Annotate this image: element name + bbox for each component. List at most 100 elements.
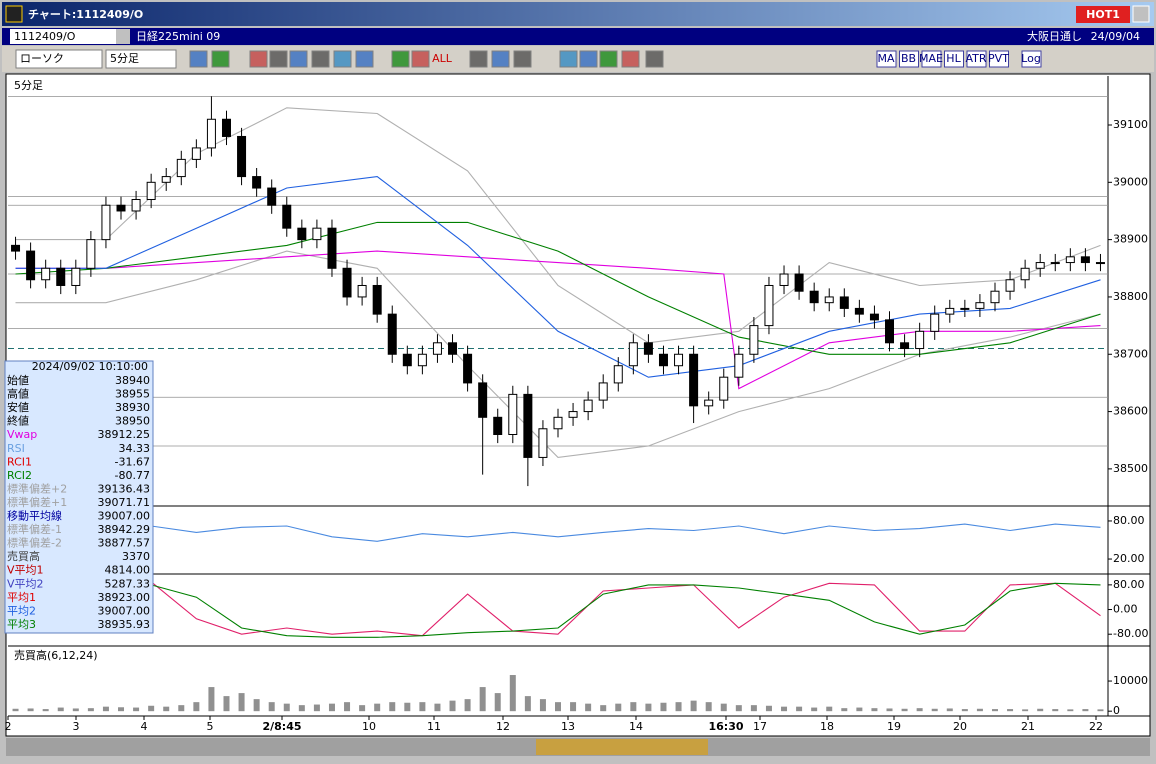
tool-icon[interactable]: [469, 50, 488, 68]
tool-icon[interactable]: [559, 50, 578, 68]
volume-bar: [72, 708, 79, 712]
info-value: 39007.00: [98, 604, 151, 617]
title-bar: [2, 2, 1154, 26]
candle-body: [523, 393, 533, 458]
candle-body: [357, 284, 367, 298]
info-label: 平均2: [7, 604, 36, 617]
x-tick-label: 12: [496, 720, 510, 733]
tool-icon[interactable]: [599, 50, 618, 68]
candle-body: [417, 353, 427, 367]
info-value: 38930: [115, 401, 150, 414]
candle-body: [26, 250, 36, 281]
tool-button[interactable]: [899, 50, 919, 68]
tool-button[interactable]: [944, 50, 964, 68]
x-tick-label: 3: [73, 720, 80, 733]
app-icon: [5, 5, 23, 23]
info-label: 移動平均線: [7, 509, 62, 523]
volume-bar: [690, 700, 697, 712]
tool-icon[interactable]: [211, 50, 230, 68]
tool-button[interactable]: [989, 50, 1009, 68]
volume-bar: [600, 705, 607, 712]
info-datetime: 2024/09/02 10:10:00: [32, 360, 148, 373]
candle-body: [131, 199, 141, 212]
candle-body: [975, 302, 985, 309]
candle-body: [56, 267, 66, 286]
tool-label: PVT: [988, 52, 1009, 65]
volume-bar: [886, 708, 893, 712]
info-value: 39007.00: [98, 510, 151, 523]
date: 24/09/04: [1091, 30, 1140, 43]
y-tick-label: 38900: [1113, 233, 1148, 246]
info-label: 高値: [7, 387, 29, 401]
info-value: -80.77: [115, 469, 150, 482]
candle-body: [191, 147, 201, 160]
volume-bar: [976, 708, 983, 712]
info-label: 売買高: [7, 549, 40, 563]
x-tick-label: 10: [362, 720, 376, 733]
volume-bar: [57, 707, 64, 712]
volume-bar: [796, 706, 803, 712]
volume-bar: [102, 706, 109, 712]
tool-icon[interactable]: [249, 50, 268, 68]
volume-bar: [585, 703, 592, 712]
info-value: 3370: [122, 550, 150, 563]
volume-bar: [901, 708, 908, 712]
tool-icon[interactable]: [269, 50, 288, 68]
candle-body: [900, 342, 910, 350]
info-label: RCI2: [7, 469, 32, 482]
hot-badge[interactable]: [1076, 6, 1130, 23]
symbol-select[interactable]: [10, 29, 130, 44]
volume-bar: [811, 707, 818, 712]
candle-body: [342, 267, 352, 298]
info-label: RSI: [7, 442, 25, 455]
dropdown-button[interactable]: [116, 29, 130, 44]
tool-label: ATR: [965, 52, 986, 65]
close-button[interactable]: [1132, 5, 1150, 23]
volume-bar: [133, 707, 140, 712]
candle-body: [839, 296, 849, 309]
tool-icon[interactable]: [491, 50, 510, 68]
tool-button[interactable]: [966, 50, 987, 68]
scroll-thumb[interactable]: [536, 739, 708, 755]
info-label: 標準偏差+2: [7, 481, 67, 495]
tool-icon[interactable]: [645, 50, 664, 68]
candle-body: [764, 284, 774, 327]
info-value: 5287.33: [105, 577, 151, 590]
tool-icon[interactable]: [189, 50, 208, 68]
y-tick-label: -80.00: [1113, 627, 1148, 640]
tool-icon[interactable]: [621, 50, 640, 68]
tool-icon[interactable]: [355, 50, 374, 68]
volume-bar: [1067, 709, 1074, 712]
chart-label: 5分足: [14, 79, 43, 92]
candle-body: [327, 227, 337, 269]
tool-button[interactable]: [1021, 50, 1042, 68]
tool-icon[interactable]: [333, 50, 352, 68]
tool-icon[interactable]: [411, 50, 430, 68]
tool-icon[interactable]: [513, 50, 532, 68]
y-tick-label: 0.00: [1113, 603, 1138, 616]
tool-label: ALL: [432, 52, 453, 65]
candle-body: [1050, 262, 1060, 265]
candle-body: [206, 118, 216, 149]
volume-bar: [826, 706, 833, 712]
tool-button[interactable]: [876, 50, 897, 68]
tool-icon[interactable]: [289, 50, 308, 68]
chart-type-select[interactable]: [15, 49, 103, 69]
chart-type: ローソク: [20, 52, 64, 65]
hot-label[interactable]: HOT1: [1086, 8, 1120, 21]
interval-select[interactable]: [105, 49, 177, 69]
x-tick-label: 22: [1089, 720, 1103, 733]
candle-body: [176, 158, 186, 178]
volume-bar: [781, 706, 788, 712]
info-value: -31.67: [115, 455, 150, 468]
candle-body: [1065, 256, 1075, 264]
x-tick-label: 4: [141, 720, 148, 733]
volume-bar: [479, 687, 486, 712]
tool-button[interactable]: [921, 50, 942, 68]
candle-body: [613, 365, 623, 384]
volume-bar: [464, 699, 471, 712]
tool-icon[interactable]: [311, 50, 330, 68]
tool-icon[interactable]: [391, 50, 410, 68]
candle-body: [960, 307, 970, 310]
tool-icon[interactable]: [579, 50, 598, 68]
